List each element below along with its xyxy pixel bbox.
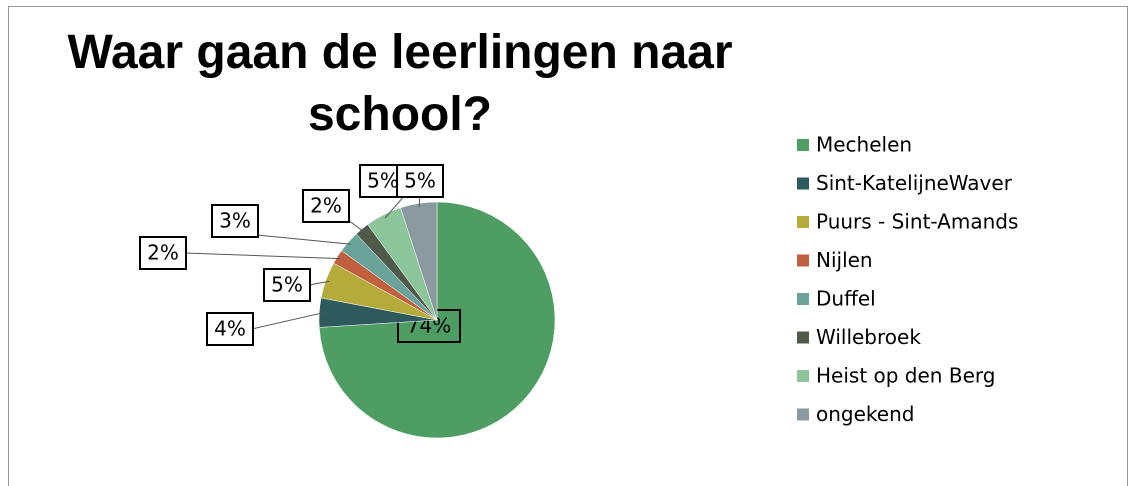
data-label: 5% [367,169,399,193]
legend-swatch [797,408,809,421]
legend-swatch [797,254,809,267]
legend-label: Sint-KatelijneWaver [816,171,1013,195]
legend-swatch [797,216,809,228]
data-label: 5% [404,169,436,193]
leader-line [256,234,352,245]
legend-swatch [797,139,809,151]
data-label-box [302,189,350,223]
data-label-box [139,236,187,270]
legend-label: Puurs - Sint-Amands [816,210,1018,234]
legend-swatch [797,177,809,190]
data-label-box [263,268,311,302]
legend-label: Nijlen [816,248,873,272]
legend-label: Heist op den Berg [816,364,995,388]
data-label: 4% [214,317,246,341]
legend-swatch [797,370,809,382]
data-label-box [206,312,254,346]
legend-label: Mechelen [816,133,912,157]
data-label: 5% [271,273,303,297]
leader-line [347,219,365,233]
legend-swatch [797,331,809,344]
leader-line [384,194,406,219]
chart-title: Waar gaan de leerlingen naar school? [67,26,733,141]
leader-line [308,280,330,286]
legend-swatch [797,293,809,305]
pie-slice [400,201,438,321]
legend-label: Duffel [816,287,876,311]
legend-label: Willebroek [816,325,921,349]
data-label: 2% [310,194,342,218]
chart-frame [8,6,1128,486]
data-label: 2% [147,241,179,265]
legend-label: ongekend [816,402,914,426]
data-label-box [211,204,259,238]
data-label-box [396,164,444,198]
leader-line [251,312,323,330]
leader-line [184,252,341,260]
data-label: 3% [219,209,251,233]
